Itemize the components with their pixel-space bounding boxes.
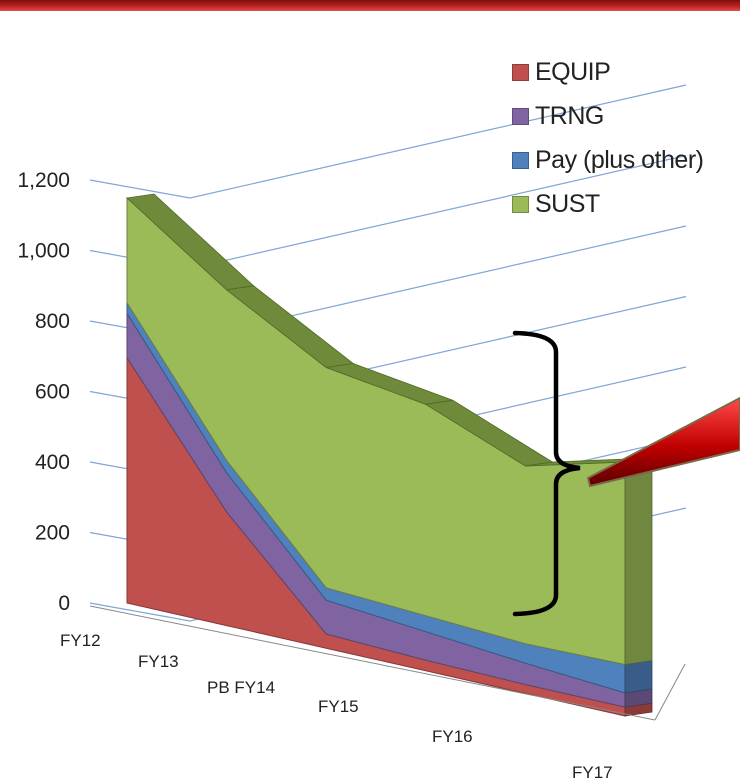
y-tick-label: 600 [35,381,70,404]
y-tick-label: 800 [35,310,70,333]
brace-annotation [512,330,581,617]
floor-edge [89,605,656,721]
annotations [512,330,740,617]
floor-edge [654,663,686,721]
legend-item-pay: Pay (plus other) [512,138,704,182]
area-side-face [624,660,653,694]
legend-swatch-trng [512,107,529,125]
header-bar [0,0,740,11]
legend-swatch-equip [512,63,529,81]
y-tick-label: 0 [58,592,70,615]
y-tick-label: 400 [35,451,70,474]
legend-item-equip: EQUIP [512,50,703,94]
pointer-arrow [586,396,740,488]
legend-item-sust: SUST [512,182,703,226]
legend-label-sust: SUST [535,189,600,218]
x-tick-label: FY16 [432,727,473,746]
y-tick-label: 200 [35,522,70,545]
x-tick-label: FY13 [138,652,179,671]
legend-item-trng: TRNG [512,94,703,138]
area-series [126,193,653,717]
x-tick-label: PB FY14 [207,678,275,697]
legend-label-equip: EQUIP [535,57,611,86]
legend-swatch-pay [512,151,529,169]
y-tick-label: 1,000 [17,240,70,263]
x-tick-label: FY15 [318,697,359,716]
legend-swatch-sust [512,195,529,213]
legend: EQUIP TRNG Pay (plus other) SUST [512,50,704,226]
axes: 0 200 400 600 800 1,000 1,200 FY12 FY13 PB FY14 FY… [17,169,686,782]
area-side-face [624,457,653,665]
y-tick-label: 1,200 [17,169,70,192]
x-tick-label: FY12 [60,631,101,650]
legend-label-trng: TRNG [535,101,604,130]
legend-label-pay: Pay (plus other) [535,145,704,174]
x-tick-label: FY17 [572,763,613,782]
